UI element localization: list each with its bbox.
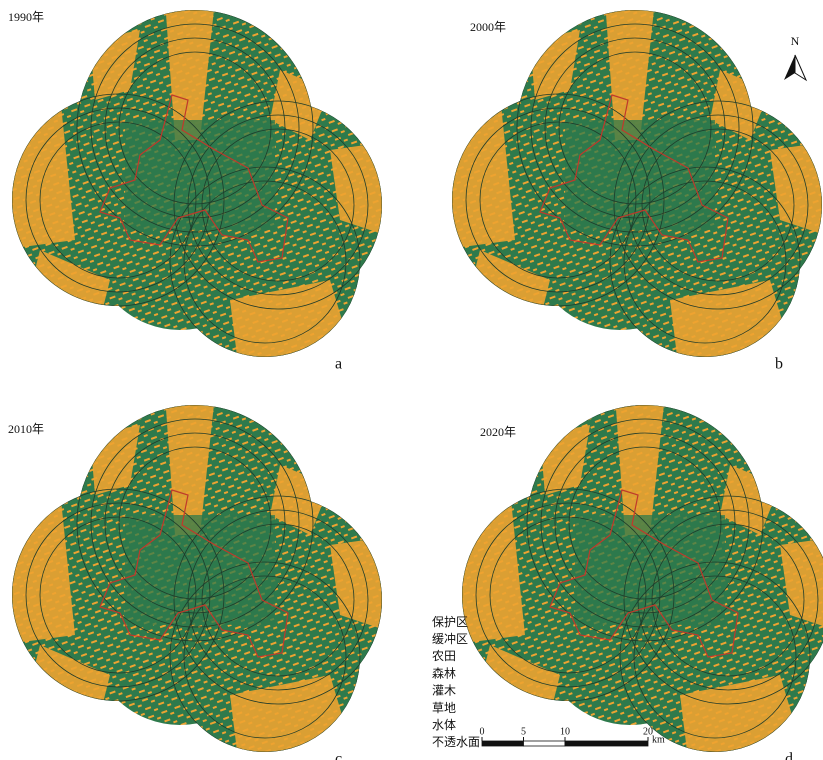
panel-letter: b	[775, 356, 783, 373]
land-cover-map	[450, 395, 823, 760]
land-cover-map	[440, 0, 823, 380]
map-panel: 2000年 b	[440, 0, 823, 380]
panel-letter: c	[335, 751, 342, 760]
legend-item: 草地	[432, 701, 456, 715]
figure: N 1990年 a 2000年 b 2010年 c 2020年 d 保护区缓冲区农田森林灌木草地…	[0, 0, 823, 760]
legend-item: 保护区	[432, 615, 468, 629]
map-panel: 1990年 a	[0, 0, 400, 380]
land-cover-map	[0, 395, 400, 760]
legend-item: 水体	[432, 718, 456, 732]
scale-segment	[482, 741, 524, 746]
panel-year: 2010年	[8, 422, 44, 436]
scale-unit: km	[652, 734, 665, 745]
scale-label: 10	[560, 726, 570, 737]
scale-segment	[524, 741, 566, 746]
panel-year: 2000年	[470, 20, 506, 34]
legend-item: 森林	[432, 665, 456, 680]
land-cover-map	[0, 0, 400, 380]
north-arrow: N	[784, 34, 806, 80]
north-label: N	[791, 34, 800, 48]
map-panel: 2010年 c	[0, 395, 400, 760]
panel-year: 1990年	[8, 10, 44, 24]
map-panel: 2020年 d	[450, 395, 823, 760]
scale-label: 0	[480, 726, 485, 737]
legend-item: 灌木	[432, 684, 456, 698]
scale-label: 5	[521, 726, 526, 737]
panel-year: 2020年	[480, 425, 516, 439]
scale-segment	[565, 741, 648, 746]
panel-letter: d	[785, 751, 793, 760]
panel-letter: a	[335, 356, 342, 373]
legend-item: 农田	[432, 649, 456, 663]
legend-item: 缓冲区	[432, 631, 468, 646]
legend-item: 不透水面	[432, 735, 480, 749]
